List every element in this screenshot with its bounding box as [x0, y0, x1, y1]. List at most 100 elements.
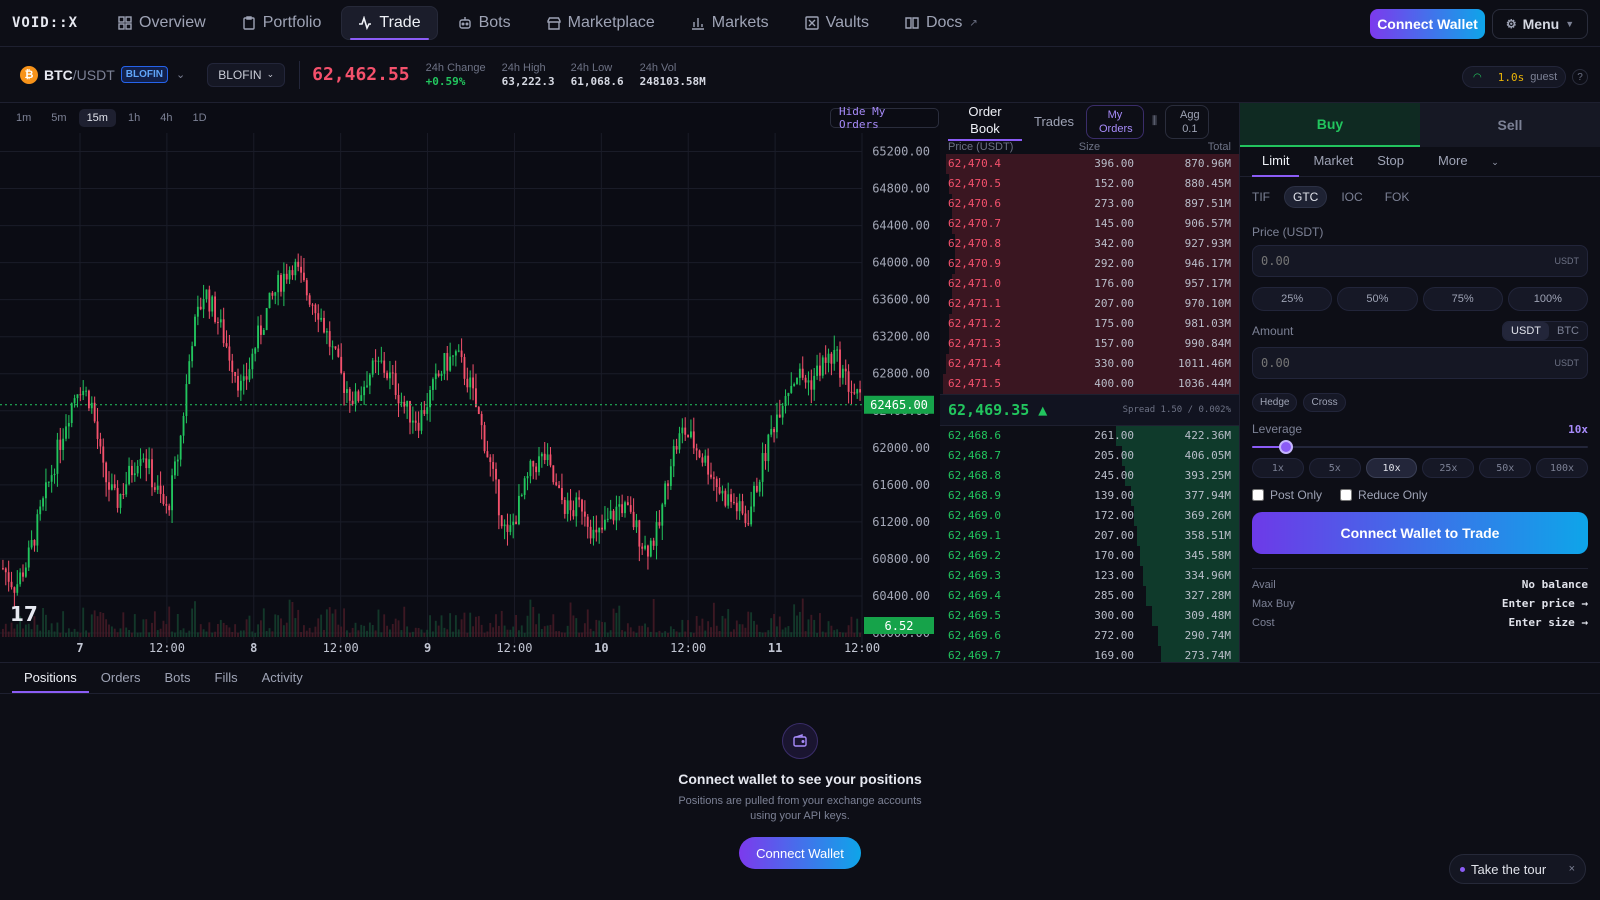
timeframe-1m[interactable]: 1m: [16, 112, 32, 124]
bid-row[interactable]: 62,469.1 207.00 358.51M: [940, 526, 1239, 546]
ask-row[interactable]: 62,470.7 145.00 906.57M: [940, 214, 1239, 234]
timeframe-4h[interactable]: 4h: [160, 112, 173, 124]
brand-logo[interactable]: VOID::X: [12, 15, 79, 31]
nav-marketplace[interactable]: Marketplace: [531, 6, 671, 40]
bid-row[interactable]: 62,469.0 172.00 369.26M: [940, 506, 1239, 526]
post-only-option[interactable]: Post Only: [1252, 488, 1322, 502]
hide-my-orders-button[interactable]: Hide My Orders: [830, 105, 939, 131]
tradingview-logo[interactable]: 17: [10, 602, 38, 626]
summary-value[interactable]: Enter size →: [1508, 616, 1588, 629]
leverage-10x[interactable]: 10x: [1365, 458, 1418, 478]
tab-bots[interactable]: Bots: [164, 670, 191, 685]
bid-row[interactable]: 62,469.6 272.00 290.74M: [940, 626, 1239, 646]
ask-row[interactable]: 62,470.4 396.00 870.96M: [940, 154, 1239, 174]
tab-market[interactable]: Market: [1313, 152, 1354, 168]
ask-row[interactable]: 62,470.9 292.00 946.17M: [940, 254, 1239, 274]
bid-row[interactable]: 62,468.8 245.00 393.25M: [940, 466, 1239, 486]
tif-ioc[interactable]: IOC: [1341, 190, 1363, 204]
reduce-only-option[interactable]: Reduce Only: [1340, 488, 1427, 502]
ask-row[interactable]: 62,470.8 342.00 927.93M: [940, 234, 1239, 254]
hedge-toggle[interactable]: Hedge: [1252, 393, 1298, 412]
my-orders-toggle[interactable]: My Orders: [1085, 104, 1144, 139]
bid-row[interactable]: 62,469.3 123.00 334.96M: [940, 566, 1239, 586]
bid-row[interactable]: 62,469.7 169.00 273.74M: [940, 646, 1239, 662]
amount-input[interactable]: [1261, 356, 1555, 370]
bid-row[interactable]: 62,469.4 285.00 327.28M: [940, 586, 1239, 606]
timeframe-5m[interactable]: 5m: [51, 112, 67, 124]
close-icon[interactable]: ×: [1568, 863, 1575, 875]
exchange-select[interactable]: BLOFIN ⌄: [207, 62, 286, 87]
leverage-slider[interactable]: [1252, 440, 1588, 454]
bid-row[interactable]: 62,468.9 139.00 377.94M: [940, 486, 1239, 506]
timeframe-1h[interactable]: 1h: [127, 112, 141, 124]
pct-50-button[interactable]: 50%: [1337, 287, 1418, 311]
tab-limit[interactable]: Limit: [1252, 147, 1300, 177]
connect-wallet-button[interactable]: Connect Wallet: [1370, 9, 1485, 39]
pct-100-button[interactable]: 100%: [1507, 287, 1588, 311]
summary-value[interactable]: Enter price →: [1501, 597, 1588, 610]
ask-row[interactable]: 62,471.3 157.00 990.84M: [940, 334, 1239, 354]
nav-markets[interactable]: Markets: [675, 6, 785, 40]
pct-75-button[interactable]: 75%: [1422, 287, 1503, 311]
pct-25-button[interactable]: 25%: [1252, 287, 1333, 311]
nav-vaults[interactable]: Vaults: [789, 6, 885, 40]
price-chart[interactable]: 65200.00 64800.00 64400.00 64000.00 63600.00…: [0, 103, 940, 662]
reduce-only-checkbox[interactable]: [1340, 489, 1353, 501]
bid-row[interactable]: 62,469.5 300.00 309.48M: [940, 606, 1239, 626]
ask-row[interactable]: 62,471.1 207.00 970.10M: [940, 294, 1239, 314]
ask-row[interactable]: 62,471.2 175.00 981.03M: [940, 314, 1239, 334]
tab-more[interactable]: More ⌄: [1418, 147, 1519, 177]
leverage-50x[interactable]: 50x: [1479, 458, 1532, 478]
aggregation-select[interactable]: Agg 0.1: [1165, 104, 1209, 139]
bid-row[interactable]: 62,468.7 205.00 406.05M: [940, 446, 1239, 466]
nav-trade[interactable]: Trade: [341, 6, 438, 40]
nav-bots[interactable]: Bots: [442, 6, 527, 40]
help-icon[interactable]: ?: [1572, 69, 1588, 85]
volume-bar: [133, 614, 136, 637]
post-only-checkbox[interactable]: [1252, 489, 1264, 501]
chart-canvas[interactable]: 65200.00 64800.00 64400.00 64000.00 63600.00…: [0, 103, 940, 662]
tab-trades[interactable]: Trades: [1034, 114, 1074, 129]
nav-overview[interactable]: Overview: [102, 6, 222, 40]
nav-docs[interactable]: Docs ↗: [889, 6, 994, 40]
bid-row[interactable]: 62,469.2 170.00 345.58M: [940, 546, 1239, 566]
ask-row[interactable]: 62,471.0 176.00 957.17M: [940, 274, 1239, 294]
tab-stop[interactable]: Stop: [1377, 152, 1404, 168]
tab-positions[interactable]: Positions: [12, 663, 89, 693]
sell-tab[interactable]: Sell: [1420, 103, 1600, 147]
ask-row[interactable]: 62,471.4 330.00 1011.46M: [940, 354, 1239, 374]
bid-row[interactable]: 62,468.6 261.00 422.36M: [940, 426, 1239, 446]
volume-bar: [156, 630, 159, 637]
slider-handle[interactable]: [1278, 440, 1293, 454]
chevron-down-icon[interactable]: ⌄: [176, 69, 186, 81]
cross-toggle[interactable]: Cross: [1303, 393, 1346, 412]
connection-status[interactable]: ◠ 1.0s guest: [1462, 66, 1566, 88]
unit-usdt[interactable]: USDT: [1503, 322, 1549, 340]
pair-selector[interactable]: BTC/USDT: [44, 67, 115, 83]
leverage-25x[interactable]: 25x: [1422, 458, 1475, 478]
ask-row[interactable]: 62,470.6 273.00 897.51M: [940, 194, 1239, 214]
timeframe-1D[interactable]: 1D: [192, 112, 207, 124]
leverage-5x[interactable]: 5x: [1308, 458, 1361, 478]
leverage-1x[interactable]: 1x: [1252, 458, 1304, 478]
tab-activity[interactable]: Activity: [261, 670, 303, 685]
take-tour-button[interactable]: Take the tour ×: [1449, 854, 1586, 884]
tif-fok[interactable]: FOK: [1384, 190, 1410, 204]
depth-icon[interactable]: ⫼: [1151, 115, 1158, 127]
ask-row[interactable]: 62,470.5 152.00 880.45M: [940, 174, 1239, 194]
menu-button[interactable]: ⚙ Menu ▼: [1492, 9, 1588, 39]
price-input[interactable]: [1261, 254, 1555, 268]
leverage-100x[interactable]: 100x: [1536, 458, 1588, 478]
tab-order-book[interactable]: Order Book: [948, 103, 1022, 141]
tab-orders[interactable]: Orders: [100, 670, 141, 685]
volume-bar: [609, 630, 612, 637]
connect-wallet-button[interactable]: Connect Wallet: [739, 837, 861, 869]
tab-fills[interactable]: Fills: [214, 670, 238, 685]
timeframe-15m[interactable]: 15m: [78, 109, 116, 127]
connect-wallet-to-trade-button[interactable]: Connect Wallet to Trade: [1252, 512, 1588, 554]
unit-btc[interactable]: BTC: [1557, 325, 1579, 337]
nav-portfolio[interactable]: Portfolio: [226, 6, 338, 40]
buy-tab[interactable]: Buy: [1240, 103, 1420, 147]
tif-gtc[interactable]: GTC: [1284, 186, 1328, 208]
ask-row[interactable]: 62,471.5 400.00 1036.44M: [940, 374, 1239, 394]
